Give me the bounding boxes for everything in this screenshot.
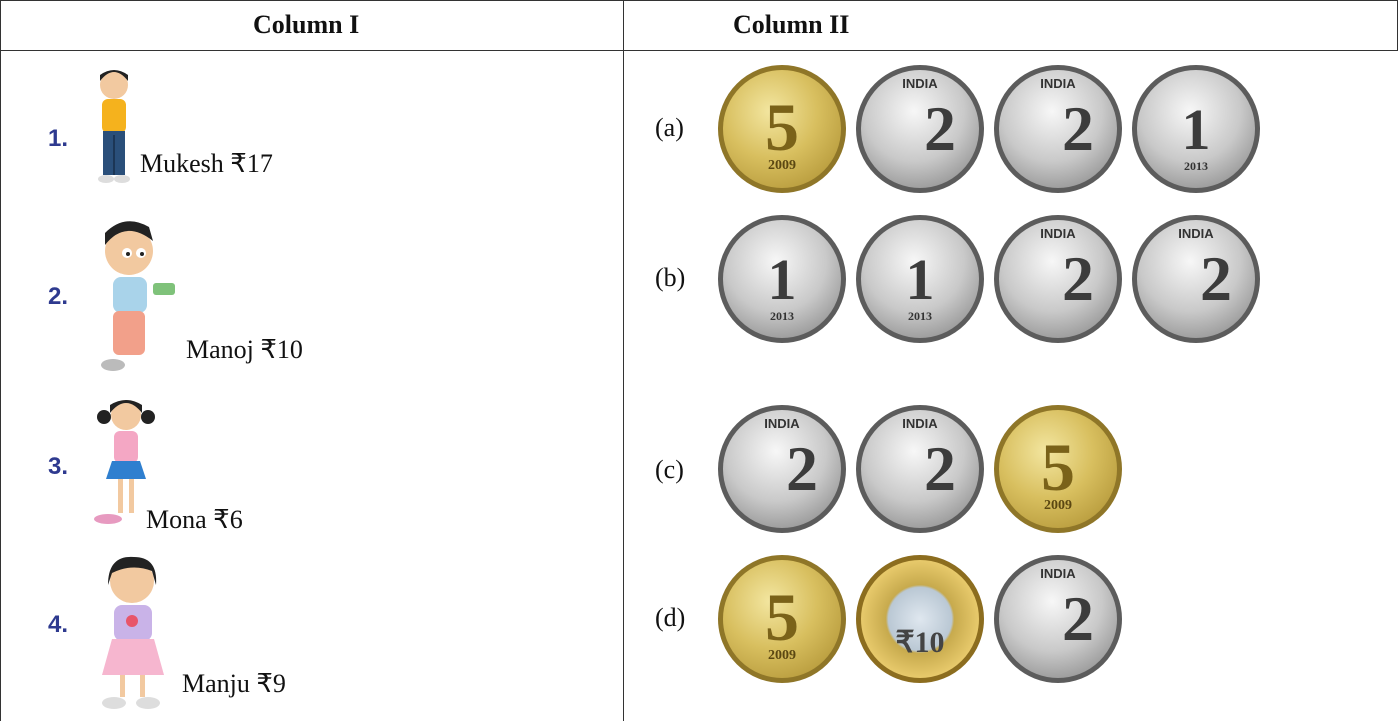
- coin-denomination: 2: [1062, 93, 1094, 164]
- column-divider: [623, 0, 624, 721]
- coin-denomination: 2: [1200, 243, 1232, 314]
- coin-inscription: INDIA: [1178, 226, 1214, 241]
- coin-denomination: 2: [786, 433, 818, 504]
- coin-inscription: 2013: [1184, 159, 1208, 173]
- coin-2-rupees-icon: 2 INDIA: [856, 65, 984, 193]
- coin-denomination: 1: [905, 247, 935, 312]
- name-mukesh: Mukesh ₹17: [140, 149, 273, 178]
- coin-group-b: 1 2013 1 2013 2 INDIA 2 INDIA: [718, 215, 1260, 343]
- coin-inscription: 2009: [768, 648, 796, 663]
- name-mona: Mona ₹6: [146, 505, 243, 534]
- coin-2-rupees-icon: 2 INDIA: [718, 405, 846, 533]
- item-number: 4.: [48, 611, 69, 638]
- coin-2-rupees-icon: 2 INDIA: [994, 65, 1122, 193]
- coin-1-rupee-icon: 1 2013: [1132, 65, 1260, 193]
- coin-5-rupees-icon: 5 2009: [718, 555, 846, 683]
- header-divider: [0, 50, 1398, 51]
- coin-denomination: 1: [767, 247, 797, 312]
- coin-inscription: 2013: [908, 309, 932, 323]
- coin-2-rupees-icon: 2 INDIA: [856, 405, 984, 533]
- coin-denomination: ₹10: [895, 626, 945, 659]
- column-2-header: Column II: [733, 10, 850, 39]
- girl-manju-icon: [102, 556, 164, 709]
- name-manju: Manju ₹9: [182, 669, 286, 698]
- row-2: 2. Manoj ₹10 (b) 1 2013 1 2013 2 INDIA 2 INDIA: [0, 201, 1398, 381]
- boy-mukesh-icon: [98, 70, 130, 183]
- coin-denomination: 5: [1041, 429, 1075, 505]
- coin-denomination: 5: [765, 579, 799, 655]
- item-number: 3.: [48, 453, 69, 480]
- coin-1-rupee-icon: 1 2013: [718, 215, 846, 343]
- coin-inscription: 2009: [1044, 498, 1072, 513]
- boy-manoj-icon: [101, 221, 175, 371]
- coin-inscription: INDIA: [1040, 226, 1076, 241]
- coin-denomination: 2: [924, 93, 956, 164]
- coin-1-rupee-icon: 1 2013: [856, 215, 984, 343]
- coin-denomination: 1: [1181, 97, 1211, 162]
- coin-2-rupees-icon: 2 INDIA: [994, 215, 1122, 343]
- column-1-header: Column I: [253, 10, 360, 39]
- item-number: 2.: [48, 283, 69, 310]
- coin-inscription: INDIA: [902, 76, 938, 91]
- row-1: 1. Mukesh ₹17 (a) 5 2009 2 INDIA 2 INDIA 1 2013: [0, 51, 1398, 201]
- coin-denomination: 2: [924, 433, 956, 504]
- option-c-label: (c): [655, 455, 684, 484]
- girl-mona-icon: [94, 400, 155, 524]
- coin-5-rupees-icon: 5 2009: [994, 405, 1122, 533]
- coin-denomination: 2: [1062, 243, 1094, 314]
- coin-inscription: INDIA: [1040, 76, 1076, 91]
- coin-group-c: 2 INDIA 2 INDIA 5 2009: [718, 405, 1122, 533]
- coin-group-d: 5 2009 ₹10 2 INDIA: [718, 555, 1122, 683]
- coin-5-rupees-icon: 5 2009: [718, 65, 846, 193]
- coin-denomination: 2: [1062, 583, 1094, 654]
- option-d-label: (d): [655, 603, 686, 632]
- coin-inscription: INDIA: [1040, 566, 1076, 581]
- coin-inscription: INDIA: [902, 416, 938, 431]
- coin-inscription: 2009: [768, 158, 796, 173]
- name-manoj: Manoj ₹10: [186, 335, 303, 364]
- row-4: 4. Manju ₹9 (d) 5 2009 ₹10 2 INDIA: [0, 541, 1398, 721]
- item-number: 1.: [48, 125, 69, 152]
- coin-group-a: 5 2009 2 INDIA 2 INDIA 1 2013: [718, 65, 1260, 193]
- coin-10-rupees-icon: ₹10: [856, 555, 984, 683]
- coin-inscription: INDIA: [764, 416, 800, 431]
- coin-denomination: 5: [765, 89, 799, 165]
- coin-2-rupees-icon: 2 INDIA: [994, 555, 1122, 683]
- table-top-border: [0, 0, 1398, 1]
- table-left-border: [0, 0, 1, 721]
- option-a-label: (a): [655, 113, 684, 142]
- coin-inscription: 2013: [770, 309, 794, 323]
- coin-2-rupees-icon: 2 INDIA: [1132, 215, 1260, 343]
- row-3: 3. Mona ₹6 (c) 2 INDIA 2 INDIA 5 2009: [0, 381, 1398, 541]
- option-b-label: (b): [655, 263, 686, 292]
